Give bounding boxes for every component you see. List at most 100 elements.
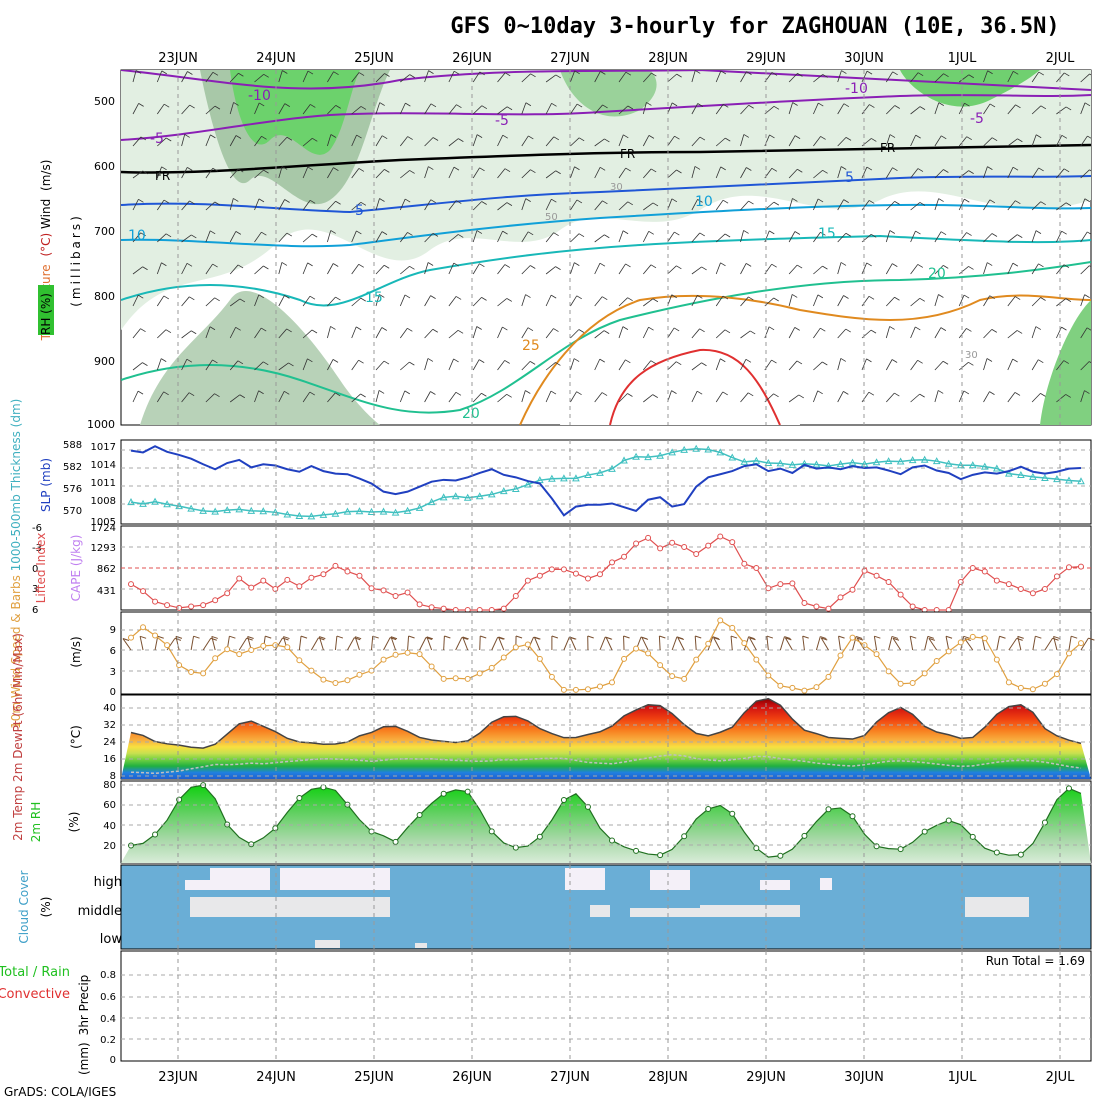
upper-air-barb-flag <box>1014 392 1021 396</box>
rh-marker <box>945 817 952 824</box>
upper-air-barb-flag <box>822 265 828 270</box>
contour-fr <box>121 143 1091 174</box>
upper-air-barb-flag <box>1015 104 1021 109</box>
upper-air-barb-flag <box>430 391 436 395</box>
upper-air-barb-flag <box>383 264 390 269</box>
upper-air-barb-flag <box>841 166 847 170</box>
thickness-marker <box>584 471 592 479</box>
precip-ticks: 0 0.2 0.4 0.6 0.8 <box>100 970 116 1066</box>
upper-air-barb-flag <box>191 234 197 239</box>
upper-air-barb-flag <box>161 262 167 267</box>
ylabel-wind10m-unit: (m/s) <box>69 636 83 667</box>
precip-tick-08: 0.8 <box>100 970 116 981</box>
date-label-top: 29JUN <box>746 51 786 66</box>
upper-air-barb <box>448 262 455 275</box>
wind10m-barb-flag <box>928 637 936 641</box>
upper-air-barb-flag <box>258 102 265 107</box>
wind10m-barb <box>563 636 570 651</box>
upper-air-barb-flag <box>163 391 169 396</box>
upper-air-barb <box>691 328 700 339</box>
thick-tick-570: 570 <box>63 506 82 517</box>
thickness-marker <box>572 474 580 482</box>
upper-air-barb-flag <box>457 329 464 334</box>
upper-air-barb-flag <box>286 328 292 333</box>
wind-marker <box>260 642 267 649</box>
wind10m-barb <box>175 636 180 651</box>
li-marker <box>705 542 712 549</box>
rh-marker <box>368 828 375 835</box>
upper-air-barb <box>570 262 575 275</box>
upper-air-barb-flag <box>140 328 146 333</box>
upper-air-barb <box>1080 198 1086 211</box>
upper-air-barb <box>497 72 506 83</box>
ylabel-precip: 3hr Precip <box>77 975 91 1036</box>
upper-air-barb-flag <box>843 295 849 299</box>
upper-air-barb <box>132 362 143 371</box>
contour-label-fr-a: FR <box>155 169 170 183</box>
precip-grid <box>121 974 1091 1040</box>
upper-air-barb <box>813 390 819 403</box>
wind-marker <box>705 640 712 647</box>
wind-marker <box>272 642 279 649</box>
wind10m-barb <box>383 637 391 651</box>
wind-marker <box>368 667 375 674</box>
upper-air-barb <box>327 296 336 307</box>
upper-air-barb-flag <box>360 201 367 206</box>
upper-air-barb-flag <box>602 104 608 109</box>
upper-air-barb <box>1007 234 1018 243</box>
upper-air-barb <box>229 102 234 115</box>
thickness-marker <box>139 499 147 507</box>
upper-air-barb-flag <box>576 199 583 204</box>
rh-marker <box>128 842 134 849</box>
wind10m-barb <box>298 636 302 651</box>
upper-air-barb <box>327 105 337 115</box>
upper-air-barb-flag <box>771 72 778 76</box>
wind-marker <box>621 655 628 662</box>
wind-marker <box>1078 640 1084 647</box>
thickness-marker <box>1029 472 1037 480</box>
wind-marker <box>200 670 207 677</box>
upper-air-barb-flag <box>866 166 873 171</box>
upper-air-barb <box>327 71 334 83</box>
upper-air-barb-flag <box>943 265 949 269</box>
upper-air-barb <box>691 136 701 147</box>
wind10m-barb-flag <box>892 637 900 641</box>
li-marker <box>645 534 652 541</box>
li-marker <box>789 580 796 587</box>
upper-air-barb <box>424 199 432 211</box>
upper-air-barb <box>1056 264 1065 275</box>
li-marker <box>188 603 195 610</box>
upper-air-barb-flag <box>892 71 898 76</box>
upper-air-barb <box>521 169 531 179</box>
wind-marker <box>741 640 748 647</box>
slp-tick-1011: 1011 <box>91 478 116 489</box>
upper-air-barb-flag <box>676 361 682 366</box>
cloud-row-labels: high middle low <box>78 875 123 947</box>
warm-core <box>560 299 800 425</box>
wind10m-barb <box>1008 638 1018 651</box>
upper-air-barb <box>740 392 749 403</box>
upper-air-barb <box>691 199 698 211</box>
upper-air-barb-flag <box>938 198 944 202</box>
upper-air-barb-flag <box>622 230 629 235</box>
upper-air-barb-flag <box>529 361 536 365</box>
li-marker <box>320 571 327 578</box>
upper-air-barb-flag <box>479 167 485 172</box>
upper-air-barb <box>375 264 385 275</box>
upper-air-barb-flag <box>379 102 385 106</box>
upper-air-barb-flag <box>239 394 245 399</box>
upper-air-barb <box>885 167 893 179</box>
upper-air-barb-flag <box>968 74 974 79</box>
thickness-marker <box>932 457 941 465</box>
upper-air-barb-flag <box>165 329 172 334</box>
wind10m-barb-flag <box>802 635 809 639</box>
upper-air-barb-flag <box>409 74 415 78</box>
wind10m-barb-flag <box>1053 635 1060 639</box>
upper-air-barb-flag <box>1084 198 1091 203</box>
wind-marker <box>380 656 387 663</box>
upper-air-barb <box>448 296 457 307</box>
contour-label-5-b: 5 <box>845 170 854 186</box>
upper-air-barb-flag <box>506 393 512 398</box>
upper-air-barb-flag <box>333 71 339 76</box>
upper-air-barb-flag <box>942 360 949 365</box>
